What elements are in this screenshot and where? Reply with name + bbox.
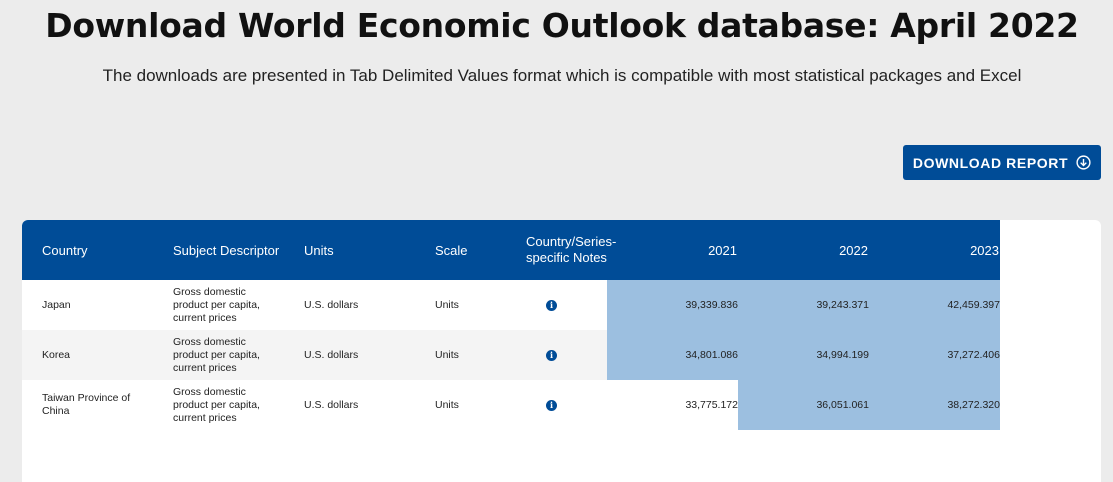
country-cell: Taiwan Province of China [42, 392, 131, 417]
scale-cell: Units [435, 299, 459, 311]
download-circle-icon [1076, 155, 1091, 170]
notes-cell: i [546, 280, 558, 330]
download-report-label: DOWNLOAD REPORT [912, 154, 1069, 171]
value-2022-cell: 39,243.371 [738, 280, 869, 330]
value-2021-cell: 33,775.172 [685, 399, 738, 411]
download-report-button[interactable]: DOWNLOAD REPORT [903, 145, 1101, 180]
value-2021-cell: 39,339.836 [607, 280, 738, 330]
table-row: Japan Gross domestic product per capita,… [22, 280, 1000, 330]
table-header: Country Subject Descriptor Units Scale C… [22, 220, 1000, 280]
info-icon[interactable]: i [546, 399, 557, 411]
page-subtitle: The downloads are presented in Tab Delim… [102, 66, 1022, 85]
value-2023-cell: 37,272.406 [869, 330, 1000, 380]
notes-cell: i [546, 330, 558, 380]
col-header-notes[interactable]: Country/Series-specific Notes [526, 220, 626, 280]
table-row: Taiwan Province of China Gross domestic … [22, 380, 1000, 430]
col-header-country[interactable]: Country [42, 242, 88, 258]
subject-cell: Gross domestic product per capita, curre… [173, 335, 260, 374]
scale-cell: Units [435, 399, 459, 411]
col-header-scale[interactable]: Scale [435, 242, 468, 258]
data-table: Country Subject Descriptor Units Scale C… [22, 220, 1101, 482]
table-row: Korea Gross domestic product per capita,… [22, 330, 1000, 380]
value-2023-cell: 38,272.320 [869, 380, 1000, 430]
col-header-subject[interactable]: Subject Descriptor [173, 242, 280, 258]
subject-cell: Gross domestic product per capita, curre… [173, 385, 260, 424]
page-title: Download World Economic Outlook database… [45, 6, 1079, 45]
info-icon[interactable]: i [546, 349, 557, 361]
subject-cell: Gross domestic product per capita, curre… [173, 285, 260, 324]
country-cell: Korea [42, 349, 71, 361]
value-2023-cell: 42,459.397 [869, 280, 1000, 330]
units-cell: U.S. dollars [304, 399, 359, 411]
units-cell: U.S. dollars [304, 349, 359, 361]
value-2022-cell: 34,994.199 [738, 330, 869, 380]
info-icon[interactable]: i [546, 299, 557, 311]
col-header-2021[interactable]: 2021 [708, 242, 737, 258]
col-header-2022[interactable]: 2022 [839, 242, 868, 258]
col-header-notes-label: Country/Series-specific Notes [526, 234, 617, 265]
notes-cell: i [546, 380, 558, 430]
scale-cell: Units [435, 349, 459, 361]
value-2021-cell: 34,801.086 [607, 330, 738, 380]
value-2022-cell: 36,051.061 [738, 380, 869, 430]
units-cell: U.S. dollars [304, 299, 359, 311]
col-header-units[interactable]: Units [304, 242, 334, 258]
country-cell: Japan [42, 299, 71, 311]
col-header-2023[interactable]: 2023 [970, 242, 999, 258]
